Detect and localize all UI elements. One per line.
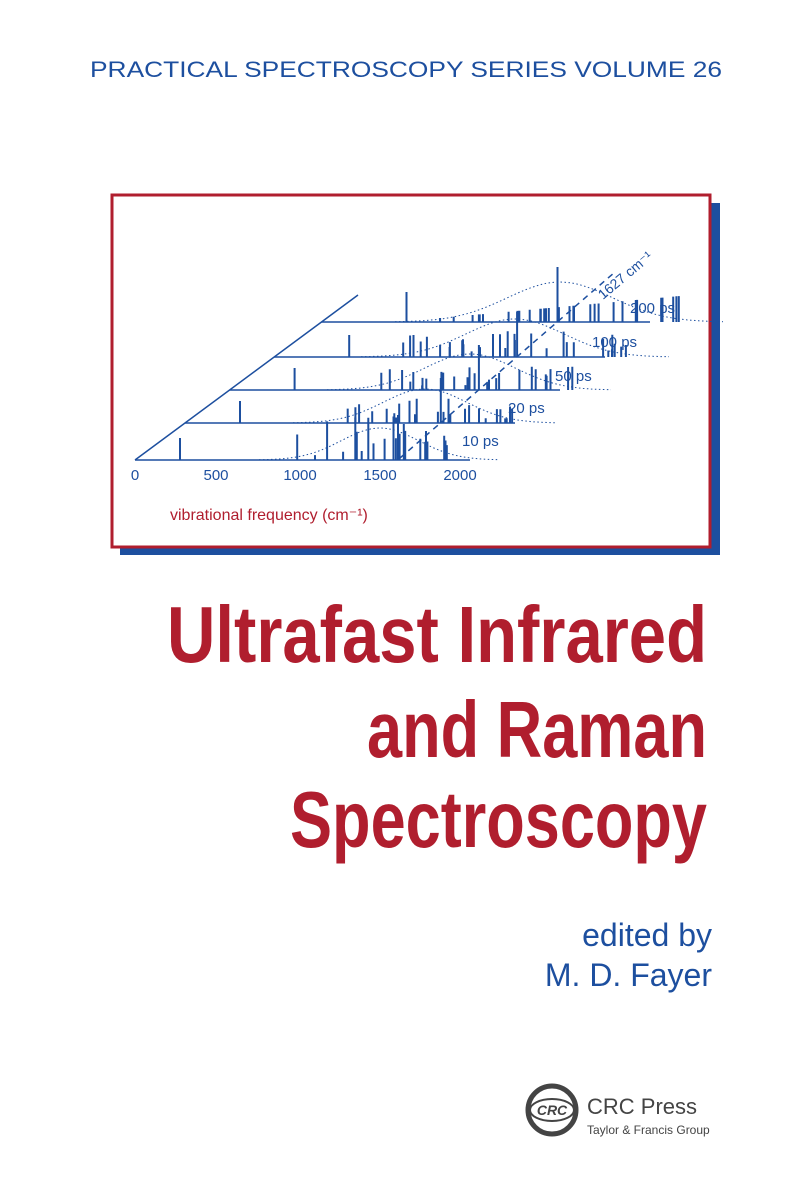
spectrum-trace xyxy=(293,345,574,390)
editor-credit: edited by xyxy=(582,917,712,953)
figure-box xyxy=(110,193,712,549)
logo-ring xyxy=(525,1083,579,1137)
x-tick-label: 500 xyxy=(203,467,228,484)
envelope xyxy=(292,388,558,424)
x-tick-label: 2000 xyxy=(443,467,476,484)
trace-label: 50 ps xyxy=(555,368,592,385)
x-tick-label: 0 xyxy=(131,467,139,484)
x-label: vibrational frequency (cm⁻¹) xyxy=(170,507,368,524)
trace-label: 200 ps xyxy=(630,300,675,317)
envelope xyxy=(327,353,612,391)
trace-label: 20 ps xyxy=(508,400,545,417)
logo-band xyxy=(529,1098,575,1122)
series-line: PRACTICAL SPECTROSCOPY SERIES VOLUME 26 xyxy=(90,57,722,82)
spectrum-trace xyxy=(179,415,448,460)
title-line: Spectroscopy xyxy=(290,775,707,864)
envelope xyxy=(258,427,500,461)
diagonal-axis xyxy=(134,294,359,461)
editor-name: M. D. Fayer xyxy=(545,957,712,993)
logo-text: CRC xyxy=(537,1102,568,1118)
trace-label: 100 ps xyxy=(592,334,637,351)
publisher-name: CRC Press xyxy=(587,1094,697,1119)
publisher-logo: CRC xyxy=(525,1083,579,1137)
x-tick-label: 1000 xyxy=(283,467,316,484)
title: Ultrafast Infrared and Raman Spectroscop… xyxy=(167,590,707,864)
spectrum-trace xyxy=(239,378,514,423)
envelope xyxy=(360,318,670,358)
trace-label: 10 ps xyxy=(462,433,499,450)
peak-guide xyxy=(399,271,616,459)
spectrum-trace xyxy=(348,312,627,357)
title-line: Ultrafast Infrared xyxy=(167,590,707,679)
publisher-group: Taylor & Francis Group xyxy=(587,1123,710,1137)
title-line: and Raman xyxy=(367,685,707,774)
x-tick-label: 1500 xyxy=(363,467,396,484)
spectrum-trace xyxy=(405,267,680,322)
